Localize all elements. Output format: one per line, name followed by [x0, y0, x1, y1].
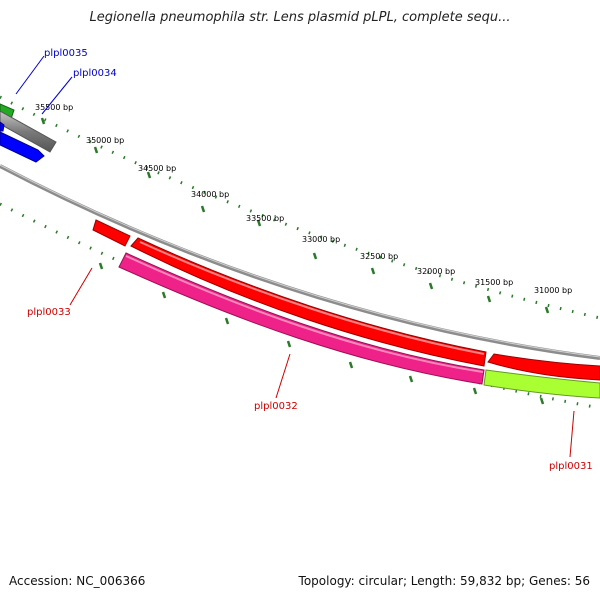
gene-plpl0031-green[interactable] — [483, 369, 600, 399]
tick-label: 34500 bp — [138, 164, 176, 173]
outer-major-ticks — [40, 117, 550, 314]
gene-plpl0032-pink[interactable] — [118, 252, 485, 385]
tick-label: 33500 bp — [246, 214, 284, 223]
accession-text: Accession: NC_006366 — [9, 574, 146, 588]
gene-label-plpl0031[interactable]: plpl0031 — [549, 461, 593, 472]
gene-plpl0031-red[interactable] — [487, 353, 600, 381]
tick-label: 35000 bp — [86, 136, 124, 145]
tick-label: 33000 bp — [302, 235, 340, 244]
leader-plpl0032 — [275, 353, 291, 399]
gene-plpl0035-gray[interactable] — [0, 110, 57, 153]
tick-label: 32500 bp — [360, 252, 398, 261]
gene-label-plpl0034[interactable]: plpl0034 — [73, 68, 117, 79]
gene-plpl0034-blue[interactable] — [0, 131, 45, 163]
leader-plpl0034 — [41, 76, 73, 115]
map-title: Legionella pneumophila str. Lens plasmid… — [89, 10, 511, 25]
gene-label-plpl0035[interactable]: plpl0035 — [44, 48, 88, 59]
gene-blue-small[interactable] — [0, 121, 5, 132]
tick-label: 34000 bp — [191, 190, 229, 199]
inner-major-ticks — [98, 262, 545, 405]
gene-label-plpl0033[interactable]: plpl0033 — [27, 307, 71, 318]
leader-plpl0035 — [15, 55, 45, 95]
backbone-arc — [0, 164, 600, 360]
tick-label: 31500 bp — [475, 278, 513, 287]
gene-plpl0033-red-long[interactable] — [130, 237, 487, 367]
leader-plpl0031 — [569, 410, 575, 458]
gene-label-plpl0032[interactable]: plpl0032 — [254, 401, 298, 412]
tick-label: 35500 bp — [35, 103, 73, 112]
tick-label: 31000 bp — [534, 286, 572, 295]
tick-label: 32000 bp — [417, 267, 455, 276]
topology-text: Topology: circular; Length: 59,832 bp; G… — [298, 574, 590, 588]
leader-plpl0033 — [69, 267, 93, 306]
gene-plpl0033-red-small[interactable] — [92, 219, 131, 247]
